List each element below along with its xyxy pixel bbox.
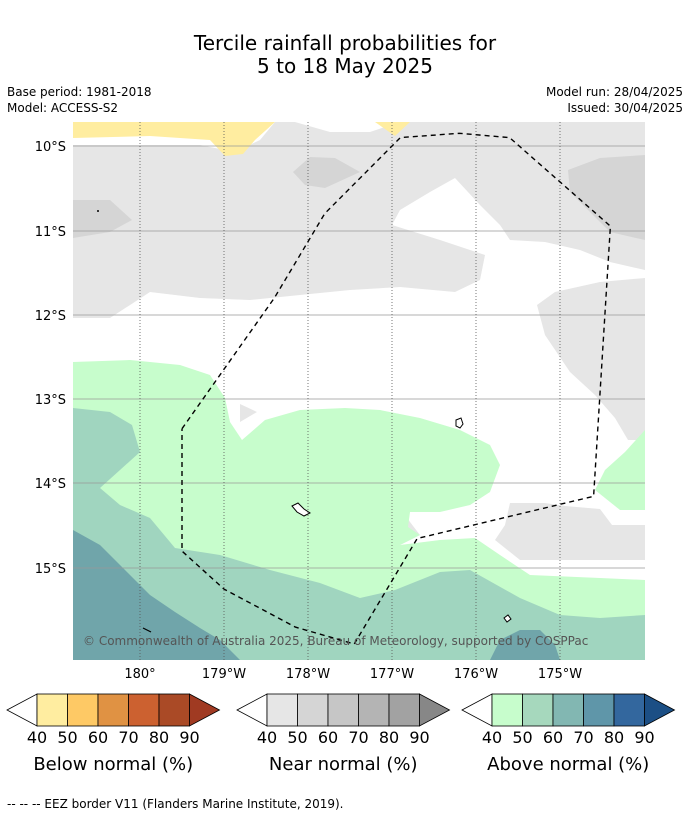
colorbar-tick-label: 70 xyxy=(573,728,593,747)
colorbar-cell xyxy=(583,693,615,727)
colorbar-tick-label: 60 xyxy=(318,728,338,747)
colorbar-tick-label: 60 xyxy=(88,728,108,747)
near-normal-region-mid-north xyxy=(293,157,360,188)
colorbar-tick-label: 70 xyxy=(348,728,368,747)
colorbar-tick-label: 50 xyxy=(57,728,77,747)
colorbar-tick-label: 90 xyxy=(409,728,429,747)
gridlines xyxy=(73,122,645,660)
lon-label: 176°W xyxy=(454,667,498,682)
lon-label: 180° xyxy=(124,667,155,682)
lon-label: 175°W xyxy=(538,667,582,682)
island-b xyxy=(291,502,311,517)
colorbar-tick-label: 50 xyxy=(512,728,532,747)
island-e xyxy=(142,627,152,633)
lon-labels: 180° 179°W 178°W 177°W 176°W 175°W xyxy=(124,667,582,682)
colorbar-cell xyxy=(388,693,420,727)
title-line-1: Tercile rainfall probabilities for xyxy=(193,31,497,55)
colorbar-tick-label: 50 xyxy=(287,728,307,747)
chart-title: Tercile rainfall probabilities for 5 to … xyxy=(0,32,690,78)
colorbar-max-arrow xyxy=(189,693,221,727)
colorbar-tick-label: 70 xyxy=(118,728,138,747)
colorbar-cell xyxy=(67,693,99,727)
near-normal-region-small xyxy=(240,404,257,422)
lat-label: 12°S xyxy=(35,309,66,324)
title-line-2: 5 to 18 May 2025 xyxy=(257,54,433,78)
colorbar-title: Below normal (%) xyxy=(33,754,193,775)
colorbar-min-arrow xyxy=(6,693,38,727)
near-normal-region-northeast xyxy=(568,155,645,240)
colorbar-cell xyxy=(522,693,554,727)
colorbar-cell xyxy=(327,693,359,727)
colorbar-tick-label: 40 xyxy=(257,728,277,747)
colorbar-cell xyxy=(613,693,645,727)
colorbar-cell xyxy=(97,693,129,727)
below-normal-region-north-west xyxy=(73,122,275,156)
issued-label: Issued: 30/04/2025 xyxy=(567,101,683,115)
near-normal-region-east xyxy=(537,278,645,440)
model-run-label: Model run: 28/04/2025 xyxy=(545,85,683,99)
colorbar-max-arrow xyxy=(644,693,676,727)
below-normal-region-north-mid xyxy=(375,122,410,136)
near-normal-region-north xyxy=(73,122,645,318)
above-normal-region-mid xyxy=(73,408,645,660)
colorbar-min-arrow xyxy=(236,693,268,727)
colorbar-title: Near normal (%) xyxy=(269,754,418,775)
colorbar-min-arrow xyxy=(461,693,493,727)
near-normal-region-southeast xyxy=(495,503,645,560)
lat-label: 11°S xyxy=(35,225,66,240)
model-label: Model: ACCESS-S2 xyxy=(7,101,119,115)
colorbar-tick-label: 40 xyxy=(27,728,47,747)
colorbar-tick-label: 40 xyxy=(482,728,502,747)
island-c xyxy=(503,614,512,623)
lon-label: 178°W xyxy=(286,667,330,682)
colorbar-tick-label: 80 xyxy=(604,728,624,747)
colorbar-cell xyxy=(491,693,523,727)
lat-label: 13°S xyxy=(35,393,66,408)
lon-label: 177°W xyxy=(370,667,414,682)
above-normal-region-east xyxy=(595,430,645,510)
colorbar-max-arrow xyxy=(419,693,451,727)
colorbar-title: Above normal (%) xyxy=(487,754,649,775)
base-period-label: Base period: 1981-2018 xyxy=(7,85,152,99)
lon-label: 179°W xyxy=(202,667,246,682)
above-normal-region-dark-east xyxy=(490,630,560,660)
lat-labels: 10°S 11°S 12°S 13°S 14°S 15°S xyxy=(35,140,66,577)
colorbar-cell xyxy=(128,693,160,727)
above-normal-region-dark xyxy=(73,530,240,660)
island-a xyxy=(455,417,464,429)
colorbar-tick-label: 90 xyxy=(634,728,654,747)
colorbar-cell xyxy=(358,693,390,727)
colorbar-tick-label: 80 xyxy=(149,728,169,747)
colorbar-cell xyxy=(266,693,298,727)
colorbar-2: 40 50 60 70 80 90 Near normal (%) xyxy=(236,693,451,775)
colorbar-tick-label: 60 xyxy=(543,728,563,747)
colorbar-cell xyxy=(297,693,329,727)
lat-label: 14°S xyxy=(35,477,66,492)
colorbar-cell xyxy=(158,693,190,727)
colorbar-3: 40 50 60 70 80 90 Above normal (%) xyxy=(461,693,676,775)
near-normal-region-west xyxy=(73,200,132,238)
eez-footnote: -- -- -- EEZ border V11 (Flanders Marine… xyxy=(7,797,344,811)
colorbar-cell xyxy=(552,693,584,727)
colorbar-tick-label: 80 xyxy=(379,728,399,747)
colorbar-1: 40 50 60 70 80 90 Below normal (%) xyxy=(6,693,221,775)
map-plot-area: © Commonwealth of Australia 2025, Bureau… xyxy=(73,122,645,660)
lat-label: 10°S xyxy=(35,140,66,155)
lat-label: 15°S xyxy=(35,562,66,577)
colorbar-tick-label: 90 xyxy=(179,728,199,747)
copyright-text: © Commonwealth of Australia 2025, Bureau… xyxy=(83,634,588,648)
island-d xyxy=(97,210,99,212)
colorbar-cell xyxy=(36,693,68,727)
colorbars: 40 50 60 70 80 90 Below normal (%) 40 50 60 70 80 90… xyxy=(6,693,676,775)
